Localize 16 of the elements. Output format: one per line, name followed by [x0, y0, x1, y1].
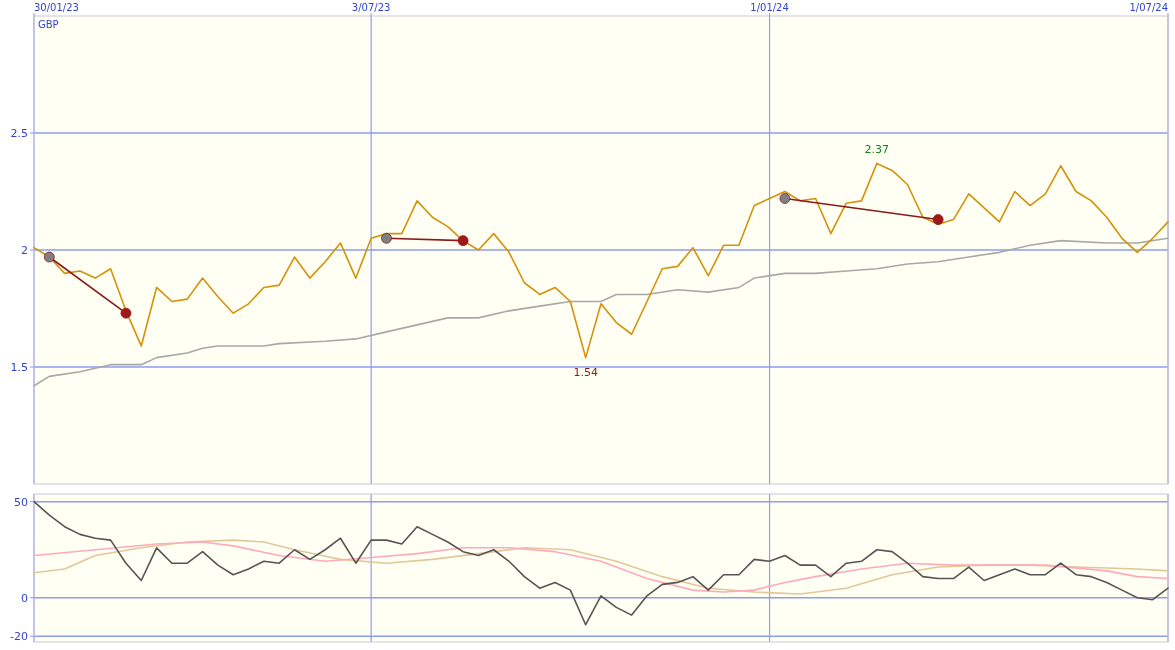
line-series	[33, 500, 1169, 626]
y-tick-label: -20	[10, 630, 28, 644]
x-tick-label: 1/01/24	[750, 2, 789, 13]
line-series	[33, 237, 1169, 387]
x-tick-label: 1/07/24	[1129, 2, 1168, 13]
line-series	[33, 162, 1169, 359]
y-tick-label: 2	[21, 243, 28, 257]
y-tick-label: 0	[21, 591, 28, 605]
annotation: 2.37	[864, 143, 890, 157]
y-tick-label: 2.5	[10, 126, 28, 140]
x-tick-label: 30/01/23	[34, 2, 79, 13]
annotation: 1.54	[573, 365, 598, 379]
y-axis-title: GBP	[38, 19, 59, 30]
y-tick-label: 50	[14, 495, 28, 509]
y-tick-label: 1.5	[10, 360, 28, 374]
x-tick-label: 3/07/23	[351, 2, 391, 13]
